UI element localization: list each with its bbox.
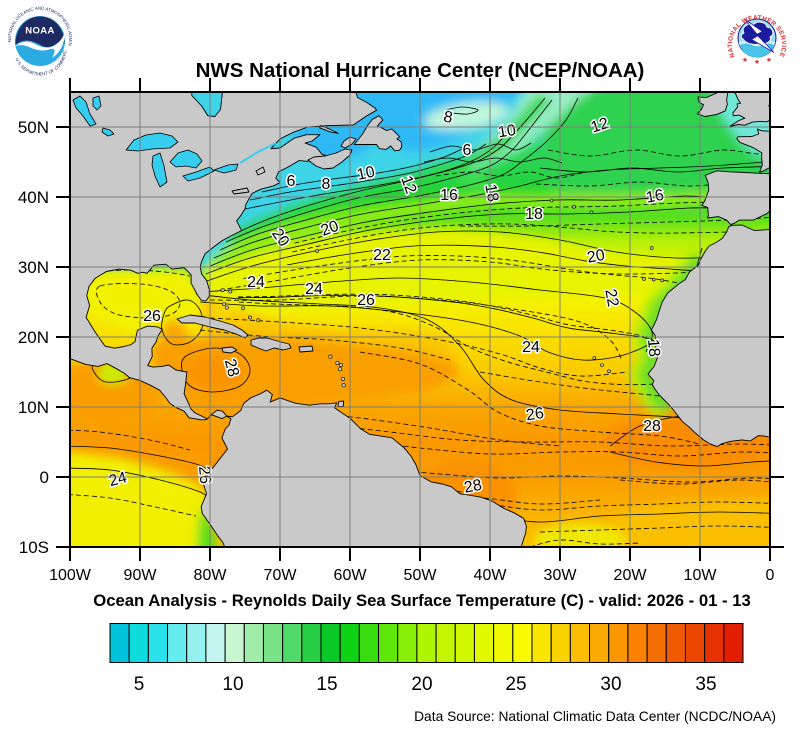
svg-text:6: 6	[287, 173, 296, 190]
svg-text:26: 26	[143, 308, 161, 325]
svg-text:26: 26	[195, 465, 214, 484]
svg-text:18: 18	[481, 183, 501, 204]
svg-text:★: ★	[754, 58, 760, 66]
svg-text:26: 26	[525, 405, 545, 424]
svg-text:18: 18	[525, 206, 543, 223]
svg-text:50N: 50N	[18, 118, 49, 137]
svg-text:40W: 40W	[474, 567, 508, 584]
svg-text:80W: 80W	[194, 567, 228, 584]
svg-text:28: 28	[643, 418, 661, 435]
svg-text:20W: 20W	[614, 567, 648, 584]
svg-text:20: 20	[411, 674, 432, 695]
svg-text:10: 10	[355, 164, 376, 184]
svg-text:Data Source: National Climatic: Data Source: National Climatic Data Cent…	[414, 709, 776, 724]
svg-text:30N: 30N	[18, 258, 49, 277]
svg-text:10S: 10S	[19, 538, 49, 557]
svg-text:NWS National Hurricane Center: NWS National Hurricane Center (NCEP/NOAA…	[196, 59, 645, 82]
svg-text:6: 6	[463, 142, 472, 159]
svg-text:50W: 50W	[404, 567, 438, 584]
svg-text:30: 30	[600, 674, 621, 695]
svg-text:35: 35	[695, 674, 716, 695]
svg-text:28: 28	[463, 477, 484, 497]
svg-text:10N: 10N	[18, 398, 49, 417]
svg-text:5: 5	[134, 674, 145, 695]
svg-text:Ocean Analysis - Reynolds Dail: Ocean Analysis - Reynolds Daily Sea Surf…	[93, 591, 751, 610]
svg-text:70W: 70W	[264, 567, 298, 584]
svg-text:20N: 20N	[18, 328, 49, 347]
svg-text:18: 18	[644, 338, 663, 357]
svg-text:90W: 90W	[124, 567, 158, 584]
svg-text:16: 16	[440, 187, 458, 204]
svg-text:40N: 40N	[18, 188, 49, 207]
svg-text:24: 24	[247, 274, 265, 291]
svg-text:100W: 100W	[49, 567, 92, 584]
svg-text:26: 26	[357, 292, 375, 309]
svg-text:★: ★	[742, 56, 748, 64]
svg-text:8: 8	[322, 176, 331, 193]
svg-text:10: 10	[222, 674, 243, 695]
svg-text:20: 20	[586, 247, 607, 267]
svg-text:NOAA: NOAA	[25, 26, 55, 37]
svg-text:10W: 10W	[684, 567, 718, 584]
svg-text:24: 24	[305, 281, 323, 298]
svg-text:24: 24	[522, 339, 540, 356]
svg-text:★: ★	[766, 56, 772, 64]
svg-text:60W: 60W	[334, 567, 368, 584]
svg-text:22: 22	[373, 247, 391, 264]
svg-text:30W: 30W	[544, 567, 578, 584]
svg-text:22: 22	[601, 288, 621, 309]
svg-text:0: 0	[40, 468, 49, 487]
svg-text:15: 15	[316, 674, 337, 695]
svg-text:10: 10	[497, 122, 517, 141]
svg-text:0: 0	[766, 567, 775, 584]
svg-text:25: 25	[505, 674, 526, 695]
